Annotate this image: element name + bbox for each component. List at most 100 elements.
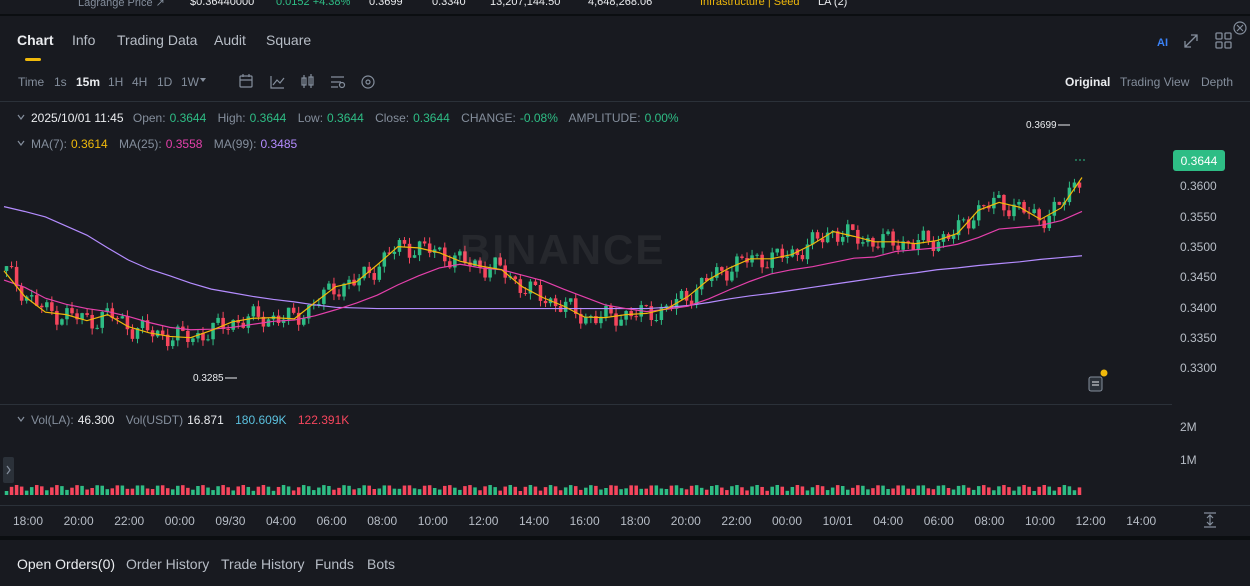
candle-body	[291, 307, 296, 313]
view-depth[interactable]: Depth	[1201, 75, 1234, 89]
interval-4h[interactable]: 4H	[132, 75, 148, 89]
tag-label[interactable]: Infrastructure | Seed	[700, 0, 800, 8]
volume-bar	[518, 490, 523, 495]
volume-bar	[181, 485, 185, 495]
candle-body	[1017, 201, 1021, 205]
volume-bar	[976, 486, 981, 495]
volume-bar	[65, 489, 69, 495]
price-tick: 0.3350	[1180, 331, 1217, 345]
candle-body	[397, 240, 402, 252]
view-original[interactable]: Original	[1065, 75, 1111, 89]
volume-bar	[488, 485, 492, 495]
candle-body	[29, 295, 34, 297]
volume-bar	[750, 486, 754, 495]
candle-body	[75, 313, 79, 320]
interval-15m[interactable]: 15m	[76, 75, 101, 89]
volume-bar	[448, 485, 452, 495]
volume-bar	[704, 489, 709, 495]
volume-24h: 13,207,144.50	[490, 0, 561, 8]
candle-body	[533, 281, 538, 285]
volume-bar	[453, 487, 457, 495]
candle-body	[251, 306, 256, 317]
candle-body	[437, 247, 442, 250]
volume-bar	[775, 485, 780, 495]
candle-body	[387, 252, 392, 254]
tab-chart[interactable]: Chart	[17, 32, 54, 48]
candle-body	[543, 300, 548, 304]
candle-body	[911, 243, 916, 250]
ma7-line	[3, 177, 1083, 339]
volume-bar	[60, 486, 64, 495]
candle-body	[317, 303, 321, 305]
time-tick: 12:00	[1075, 514, 1106, 528]
candle-body	[493, 257, 497, 269]
volume-bar	[790, 486, 795, 495]
candle-body	[503, 265, 507, 278]
volume-bar	[1022, 485, 1026, 495]
candle-body	[322, 289, 326, 304]
candle-body	[654, 319, 659, 321]
candle-body	[488, 268, 492, 278]
vol-la-label: Vol(LA):	[31, 413, 74, 427]
tab-square[interactable]: Square	[266, 32, 312, 48]
tab-audit[interactable]: Audit	[214, 32, 246, 48]
interval-1w[interactable]: 1W	[181, 75, 199, 89]
volume-bar	[216, 486, 220, 495]
volume-bar	[568, 485, 573, 495]
volume-bar	[795, 485, 800, 495]
orders-panel-tabs: Open Orders(0) Order History Trade Histo…	[0, 540, 1250, 586]
candle-body	[594, 316, 598, 324]
volume-bar	[110, 488, 115, 495]
volume-bar	[90, 487, 94, 495]
tab-info[interactable]: Info	[72, 32, 96, 48]
volume-bar	[286, 486, 291, 495]
candle-body	[896, 245, 900, 250]
volume-bar	[558, 490, 563, 495]
tab-funds[interactable]: Funds	[315, 556, 354, 572]
candle-body	[755, 254, 759, 256]
vol-la-value: 46.300	[77, 413, 115, 427]
volume-bar	[372, 489, 377, 495]
volume-bar	[407, 485, 412, 495]
candle-body	[568, 298, 573, 302]
view-trading-view[interactable]: Trading View	[1120, 75, 1190, 89]
interval-time[interactable]: Time	[18, 75, 45, 89]
interval-1s[interactable]: 1s	[54, 75, 67, 89]
volume-bar	[1057, 487, 1062, 495]
time-tick: 22:00	[114, 514, 145, 528]
candle-body	[231, 320, 235, 330]
volume-bar	[392, 488, 397, 495]
volume-bar	[946, 488, 951, 495]
volume-bar	[629, 485, 633, 495]
candle-body	[861, 242, 865, 244]
candle-body	[342, 283, 346, 297]
low-24h: 0.3340	[432, 0, 466, 8]
active-tab-indicator	[25, 58, 41, 61]
tab-open-orders[interactable]: Open Orders(0)	[17, 556, 116, 572]
volume-bar	[266, 486, 271, 495]
interval-1d[interactable]: 1D	[157, 75, 173, 89]
volume-bar	[825, 490, 830, 495]
ticker-count[interactable]: LA (2)	[818, 0, 848, 8]
tab-trading-data[interactable]: Trading Data	[117, 32, 198, 48]
price-tick: 0.3400	[1180, 301, 1217, 315]
candle-body	[160, 330, 165, 335]
candle-body	[659, 306, 664, 320]
token-price-link[interactable]: Lagrange Price ↗	[78, 0, 165, 9]
last-price: $0.36440000	[190, 0, 255, 8]
volume-bar	[306, 486, 311, 495]
tab-bots[interactable]: Bots	[367, 556, 396, 572]
volume-bar	[332, 489, 336, 495]
time-tick: 20:00	[670, 514, 701, 528]
volume-bar	[226, 487, 230, 495]
volume-bar	[866, 489, 870, 495]
tab-trade-history[interactable]: Trade History	[221, 556, 305, 572]
interval-1h[interactable]: 1H	[108, 75, 124, 89]
volume-bar	[493, 487, 497, 495]
candle-body	[100, 312, 104, 328]
volume-bar	[417, 489, 422, 495]
time-tick: 08:00	[974, 514, 1005, 528]
tab-order-history[interactable]: Order History	[126, 556, 210, 572]
candle-body	[14, 266, 19, 287]
